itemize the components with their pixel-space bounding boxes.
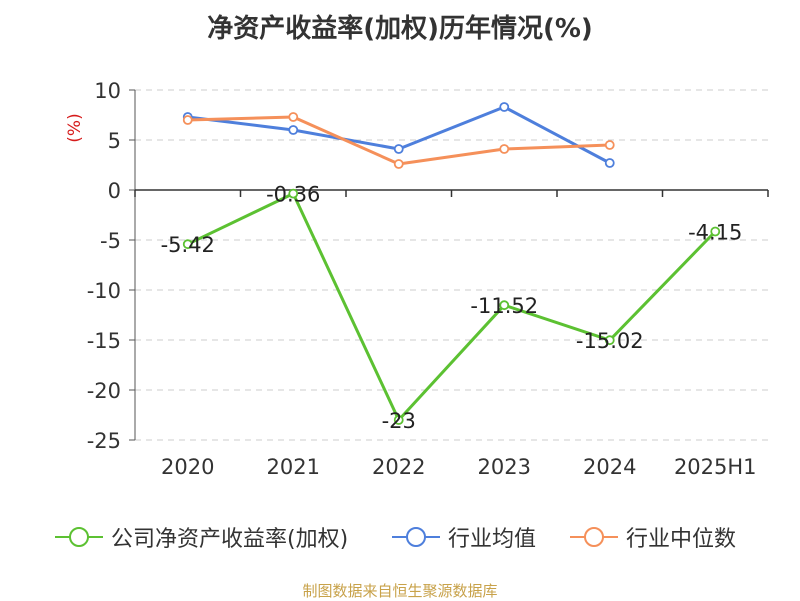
legend-item-company-roe[interactable]: 公司净资产收益率(加权) bbox=[55, 520, 348, 554]
data-point bbox=[499, 102, 510, 112]
y-tick-label: 5 bbox=[108, 129, 121, 153]
legend: 公司净资产收益率(加权) 行业均值 行业中位数 bbox=[0, 520, 800, 554]
y-tick-label: -25 bbox=[87, 429, 121, 453]
x-tick-label: 2021 bbox=[267, 455, 320, 479]
chart-title: 净资产收益率(加权)历年情况(%) bbox=[207, 14, 593, 44]
y-tick-label: -5 bbox=[100, 229, 121, 253]
data-label: -0.36 bbox=[266, 183, 320, 207]
data-point bbox=[393, 159, 404, 169]
x-tick-label: 2022 bbox=[372, 455, 425, 479]
x-tick-label: 2025H1 bbox=[674, 455, 757, 479]
data-label: -23 bbox=[382, 409, 416, 433]
x-tick-label: 2020 bbox=[161, 455, 214, 479]
series-line bbox=[187, 192, 717, 422]
y-tick-label: -10 bbox=[87, 279, 121, 303]
legend-label-industry-median: 行业中位数 bbox=[626, 527, 737, 552]
data-point bbox=[288, 188, 299, 199]
source-note: 制图数据来自恒生聚源数据库 bbox=[302, 582, 498, 600]
data-point bbox=[604, 140, 615, 150]
y-tick-label: -20 bbox=[87, 379, 121, 403]
data-point bbox=[182, 239, 193, 250]
data-point bbox=[710, 226, 721, 237]
data-label: -15.02 bbox=[576, 329, 644, 353]
data-point bbox=[288, 125, 299, 135]
data-point bbox=[604, 335, 615, 346]
legend-item-industry-median[interactable]: 行业中位数 bbox=[570, 520, 736, 554]
legend-marker-industry-mean bbox=[392, 527, 440, 547]
data-point bbox=[393, 144, 404, 154]
y-tick-label: 0 bbox=[108, 179, 121, 203]
legend-label-company-roe: 公司净资产收益率(加权) bbox=[111, 527, 349, 552]
legend-item-industry-mean[interactable]: 行业均值 bbox=[392, 520, 536, 554]
data-label: -11.52 bbox=[470, 294, 538, 318]
legend-marker-company-roe bbox=[55, 527, 103, 547]
legend-label-industry-mean: 行业均值 bbox=[448, 527, 537, 552]
data-point bbox=[499, 300, 510, 311]
data-point bbox=[288, 112, 299, 122]
data-point bbox=[393, 415, 404, 425]
x-tick-label: 2024 bbox=[583, 455, 636, 479]
data-point bbox=[604, 158, 615, 168]
y-tick-label: -15 bbox=[87, 329, 121, 353]
y-axis-label: (%) bbox=[65, 113, 85, 142]
data-label: -4.15 bbox=[688, 221, 742, 245]
data-point bbox=[182, 115, 193, 125]
data-label: -5.42 bbox=[161, 233, 215, 257]
y-tick-label: 10 bbox=[94, 79, 121, 103]
x-tick-label: 2023 bbox=[478, 455, 531, 479]
data-point bbox=[499, 144, 510, 154]
legend-marker-industry-median bbox=[570, 527, 618, 547]
series-line bbox=[187, 105, 611, 165]
